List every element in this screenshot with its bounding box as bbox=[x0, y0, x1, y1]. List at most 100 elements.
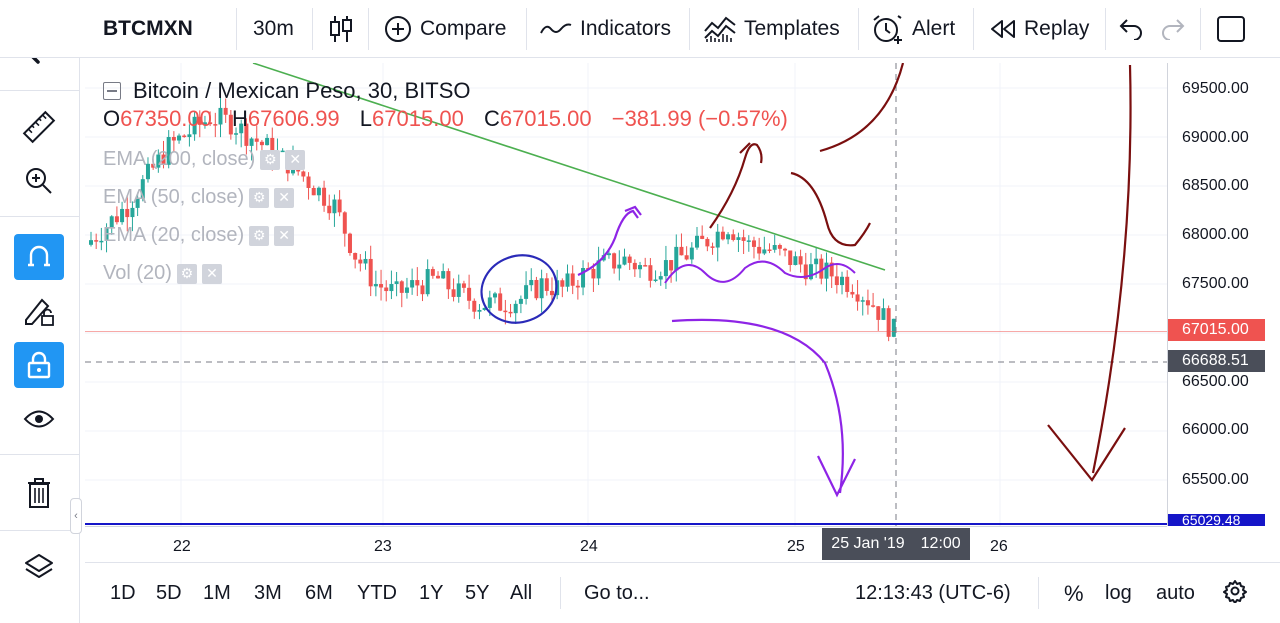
purple-wave bbox=[664, 260, 856, 284]
candle-body bbox=[617, 264, 622, 269]
price-tick: 66500.00 bbox=[1182, 373, 1249, 390]
range-button[interactable]: All bbox=[510, 582, 533, 604]
indicators-button[interactable]: Indicators bbox=[540, 0, 671, 58]
drawing-overlays bbox=[85, 62, 1167, 526]
ohlc-row: O67350.00 H67606.99 L67015.00 C67015.00 … bbox=[103, 106, 788, 132]
candle-body bbox=[259, 141, 264, 146]
settings-icon[interactable]: ⚙ bbox=[249, 187, 270, 208]
left-toolbar bbox=[0, 0, 80, 623]
candle-body bbox=[316, 187, 321, 196]
layers-icon[interactable] bbox=[14, 544, 64, 590]
candle-body bbox=[700, 235, 705, 239]
candle-body bbox=[565, 273, 570, 287]
close-label: C bbox=[483, 106, 500, 131]
undo-button[interactable] bbox=[1118, 0, 1144, 58]
candle-body bbox=[337, 199, 342, 213]
red-curve bbox=[790, 171, 871, 247]
collapse-toolbar-icon[interactable]: ‹ bbox=[70, 498, 82, 534]
settings-icon[interactable]: ⚙ bbox=[176, 263, 197, 284]
chart-type-button[interactable] bbox=[328, 0, 354, 58]
settings-gear-button[interactable] bbox=[1223, 563, 1247, 623]
candle-body bbox=[508, 311, 513, 314]
candle-body bbox=[171, 137, 176, 141]
price-tick: 66000.00 bbox=[1182, 421, 1249, 438]
candle-body bbox=[404, 287, 409, 293]
auto-toggle[interactable]: auto bbox=[1156, 582, 1195, 604]
range-button[interactable]: YTD bbox=[357, 582, 397, 604]
eye-icon[interactable] bbox=[14, 396, 64, 442]
indicator-row[interactable]: EMA (50, close) ⚙ ✕ bbox=[103, 186, 295, 209]
fullscreen-button[interactable] bbox=[1216, 0, 1246, 58]
templates-button[interactable]: Templates bbox=[704, 0, 840, 58]
indicator-row[interactable]: EMA (200, close) ⚙ ✕ bbox=[103, 148, 306, 171]
price-tick: 69000.00 bbox=[1182, 129, 1249, 146]
candle-body bbox=[197, 116, 202, 125]
candle-body bbox=[254, 138, 259, 142]
percent-toggle[interactable]: % bbox=[1064, 580, 1084, 606]
candle-body bbox=[145, 163, 150, 180]
settings-icon[interactable]: ⚙ bbox=[260, 149, 281, 170]
candle-body bbox=[306, 176, 311, 188]
time-scale[interactable] bbox=[85, 526, 1167, 562]
candle-body bbox=[311, 187, 316, 196]
log-toggle[interactable]: log bbox=[1105, 582, 1132, 604]
range-button[interactable]: 1M bbox=[203, 582, 231, 604]
chart-pane[interactable] bbox=[85, 62, 1167, 526]
indicator-label: EMA (200, close) bbox=[103, 148, 256, 170]
candle-body bbox=[99, 240, 104, 243]
close-icon[interactable]: ✕ bbox=[274, 225, 295, 246]
compare-button[interactable]: Compare bbox=[384, 0, 506, 58]
clock-display[interactable]: 12:13:43 (UTC-6) bbox=[855, 582, 1011, 604]
interval-button[interactable]: 30m bbox=[253, 0, 294, 58]
candle-body bbox=[399, 281, 404, 293]
redo-button[interactable] bbox=[1160, 0, 1186, 58]
settings-icon[interactable]: ⚙ bbox=[249, 225, 270, 246]
alert-button[interactable]: Alert bbox=[872, 0, 955, 58]
indicator-row[interactable]: EMA (20, close) ⚙ ✕ bbox=[103, 224, 295, 247]
candle-body bbox=[493, 293, 497, 298]
price-scale[interactable] bbox=[1167, 63, 1280, 526]
replay-button[interactable]: Replay bbox=[990, 0, 1089, 58]
candle-body bbox=[612, 253, 617, 269]
candle-body bbox=[886, 308, 891, 337]
collapse-legend-icon[interactable] bbox=[103, 82, 121, 100]
templates-label: Templates bbox=[744, 17, 840, 40]
range-button[interactable]: 6M bbox=[305, 582, 333, 604]
candle-body bbox=[819, 258, 824, 279]
candle-body bbox=[777, 245, 782, 249]
range-button[interactable]: 1D bbox=[110, 582, 136, 604]
candle-body bbox=[140, 179, 145, 199]
ruler-icon[interactable] bbox=[14, 104, 64, 150]
close-icon[interactable]: ✕ bbox=[274, 187, 295, 208]
replay-label: Replay bbox=[1024, 17, 1090, 40]
candle-body bbox=[213, 124, 218, 126]
lock-all-icon[interactable] bbox=[14, 342, 64, 388]
lock-drawing-icon[interactable] bbox=[14, 288, 64, 334]
candle-body bbox=[860, 300, 865, 302]
candle-body bbox=[684, 255, 689, 260]
magnet-icon[interactable] bbox=[14, 234, 64, 280]
candle-body bbox=[865, 300, 870, 306]
goto-button[interactable]: Go to... bbox=[584, 582, 650, 604]
candle-body bbox=[643, 265, 648, 267]
candle-body bbox=[410, 280, 415, 288]
close-icon[interactable]: ✕ bbox=[201, 263, 222, 284]
candle-body bbox=[373, 284, 378, 287]
candle-body bbox=[793, 256, 798, 266]
candle-body bbox=[347, 233, 352, 253]
range-button[interactable]: 3M bbox=[254, 582, 282, 604]
candle-body bbox=[581, 268, 586, 288]
indicator-row[interactable]: Vol (20) ⚙ ✕ bbox=[103, 262, 222, 285]
alarm-clock-icon bbox=[872, 14, 904, 44]
trash-icon[interactable] bbox=[14, 470, 64, 516]
symbol-search-button[interactable]: BTCMXN bbox=[103, 0, 193, 58]
range-button[interactable]: 1Y bbox=[419, 582, 444, 604]
candle-body bbox=[384, 287, 389, 292]
candle-body bbox=[529, 279, 534, 286]
range-button[interactable]: 5Y bbox=[465, 582, 490, 604]
range-button[interactable]: 5D bbox=[156, 582, 182, 604]
crosshair-price-badge: 66688.51 bbox=[1168, 350, 1265, 372]
close-icon[interactable]: ✕ bbox=[285, 149, 306, 170]
zoom-in-icon[interactable] bbox=[14, 158, 64, 204]
rewind-icon bbox=[990, 19, 1016, 39]
